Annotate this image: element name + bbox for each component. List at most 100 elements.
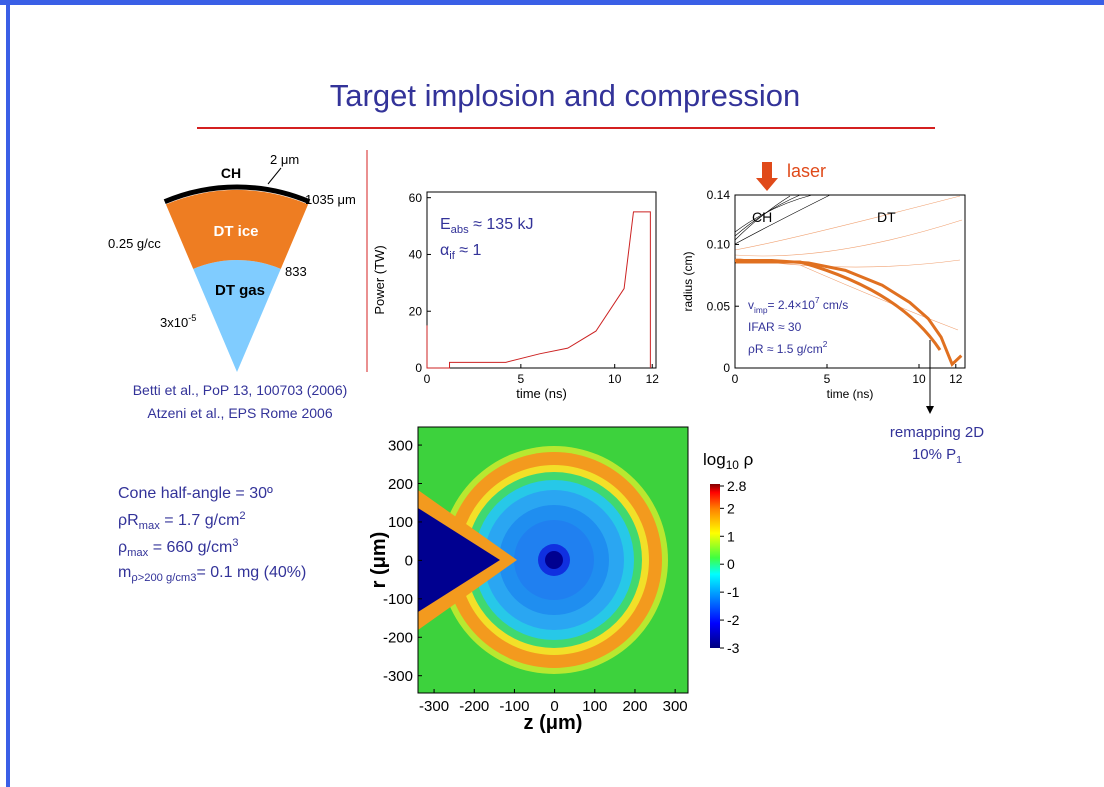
slide-title: Target implosion and compression [330,78,800,113]
y-axis-label: Power (TW) [372,245,387,314]
text-part: max [127,547,149,559]
text-part: remapping 2D [890,424,984,441]
y-tick-label: 20 [409,304,423,318]
text-part: E [440,216,451,233]
x-tick-label: -300 [419,698,449,715]
y-tick-label: 0 [405,553,413,570]
y-tick-label: 40 [409,248,423,262]
text-part: = 1.7 g/cm [160,512,240,529]
text-part: 1 [956,454,962,466]
text-part: 10% P [912,446,956,463]
x-tick-label: 5 [518,372,525,386]
x-tick-label: 5 [824,372,831,386]
text-part: abs [451,224,469,236]
colorbar-tick-label: -1 [727,584,740,600]
x-tick-label: 100 [582,698,607,715]
parameter: mρ>200 g/cm3= 0.1 mg (40%) [118,564,306,584]
text-part: cm/s [820,298,849,312]
ch-region: CH [752,209,772,225]
text-part: -5 [188,313,196,323]
y-tick-label: 0.14 [707,188,731,202]
dt-region: DT [877,209,896,225]
text-part: 2 [239,510,245,522]
colorbar-tick-label: 0 [727,556,735,572]
ch-thickness: 2 μm [270,152,299,167]
ice-density: 0.25 g/cc [108,236,161,251]
x-tick-label: 0 [732,372,739,386]
x-tick-label: 12 [949,372,963,386]
parameter: ρRmax = 1.7 g/cm2 [118,510,246,532]
parameter: ρmax = 660 g/cm3 [118,537,239,559]
text-part: Cone half-angle = 30º [118,485,273,502]
y-tick-label: 60 [409,191,423,205]
x-tick-label: 300 [663,698,688,715]
annotation: vimp= 2.4×107 cm/s [748,295,848,315]
y-tick-label: -100 [383,591,413,608]
text-part: ρ [739,450,753,469]
y-tick-label: 200 [388,476,413,493]
colorbar-tick-label: 2 [727,500,735,516]
colorbar-tick-label: 1 [727,528,735,544]
text-part: ρ [118,539,127,556]
gas-density: 3x10-5 [160,313,196,330]
reference: Betti et al., PoP 13, 100703 (2006) [133,382,348,398]
text-part: ρ>200 g/cm3 [131,572,196,584]
annotation: Eabs ≈ 135 kJ [440,216,534,236]
remap-arrowhead [926,406,934,414]
text-part: log [703,450,726,469]
y-tick-label: -300 [383,668,413,685]
text-part: ≈ 1 [455,242,482,259]
y-tick-label: 300 [388,437,413,454]
text-part: 2 [823,339,828,349]
laser-arrow [756,162,778,191]
y-tick-label: 100 [388,514,413,531]
annotation: αif ≈ 1 [440,242,482,262]
text-part: ρR ≈ 1.5 g/cm [748,342,823,356]
x-axis-label: time (ns) [827,387,874,401]
text-part: ≈ 135 kJ [469,216,534,233]
remap-label: 10% P1 [912,446,962,466]
reference: Atzeni et al., EPS Rome 2006 [147,405,332,421]
x-tick-label: 10 [608,372,622,386]
left-border [6,0,10,787]
outer-radius: 1035 μm [305,192,356,207]
top-border [0,0,1104,5]
text-part: ρR [118,512,139,529]
y-tick-label: -200 [383,630,413,647]
text-part: max [139,520,161,532]
text-part: α [440,242,449,259]
y-axis-label: radius (cm) [681,251,695,311]
x-axis-label: time (ns) [516,386,567,401]
colorbar [710,484,720,648]
colorbar-tick-label: 2.8 [727,478,747,494]
plot-frame [427,192,656,368]
colorbar-label: log10 ρ [703,450,753,472]
gas-layer [193,260,281,372]
text-part: imp [754,305,768,315]
x-tick-label: 10 [912,372,926,386]
x-tick-label: 0 [424,372,431,386]
laser-label: laser [787,161,826,181]
text-part: IFAR ≈ 30 [748,320,802,334]
x-tick-label: -200 [459,698,489,715]
text-part: 3 [232,537,238,549]
annotation: ρR ≈ 1.5 g/cm2 [748,339,828,356]
slide: Target implosion and compression CH 2 μm… [0,0,1104,787]
text-part: 3x10 [160,315,188,330]
ice-radius: 833 [285,264,307,279]
text-part: = 2.4×10 [768,298,816,312]
y-tick-label: 0.05 [707,299,731,313]
y-tick-label: 0.10 [707,238,731,252]
target-diagram: CH 2 μm 1035 μm DT ice 0.25 g/cc 833 DT … [108,152,356,372]
gas-label: DT gas [215,282,265,299]
density-field [418,427,688,693]
ch-label: CH [221,165,241,181]
x-tick-label: 200 [622,698,647,715]
y-tick-label: 0 [723,361,730,375]
ice-label: DT ice [213,223,258,240]
y-tick-label: 0 [415,361,422,375]
text-part: 10 [726,458,740,472]
colorbar-tick-label: -2 [727,612,740,628]
text-part: = 660 g/cm [148,539,232,556]
parameter: Cone half-angle = 30º [118,485,273,502]
